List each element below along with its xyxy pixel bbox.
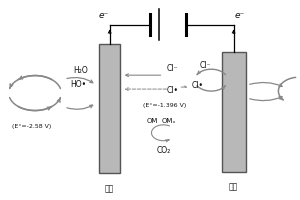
Text: Cl•: Cl• bbox=[167, 86, 178, 95]
Bar bbox=[222, 52, 246, 171]
Text: HO•: HO• bbox=[70, 80, 86, 89]
Text: (E°=-2.58 V): (E°=-2.58 V) bbox=[12, 124, 52, 129]
Text: H₂O: H₂O bbox=[73, 66, 88, 75]
Text: Cl⁻: Cl⁻ bbox=[199, 61, 211, 70]
Text: CO₂: CO₂ bbox=[156, 146, 171, 155]
Text: 阴极: 阴极 bbox=[229, 182, 238, 191]
Text: (E°=-1.396 V): (E°=-1.396 V) bbox=[142, 103, 186, 108]
Text: 阳极: 阳极 bbox=[105, 184, 114, 193]
Text: e⁻: e⁻ bbox=[99, 11, 109, 20]
Text: Cl•: Cl• bbox=[191, 81, 203, 90]
Text: OMₓ: OMₓ bbox=[162, 118, 176, 124]
Text: Cl⁻: Cl⁻ bbox=[167, 64, 178, 73]
Text: e⁻: e⁻ bbox=[235, 11, 245, 20]
Bar bbox=[99, 44, 120, 173]
Text: OM: OM bbox=[147, 118, 158, 124]
